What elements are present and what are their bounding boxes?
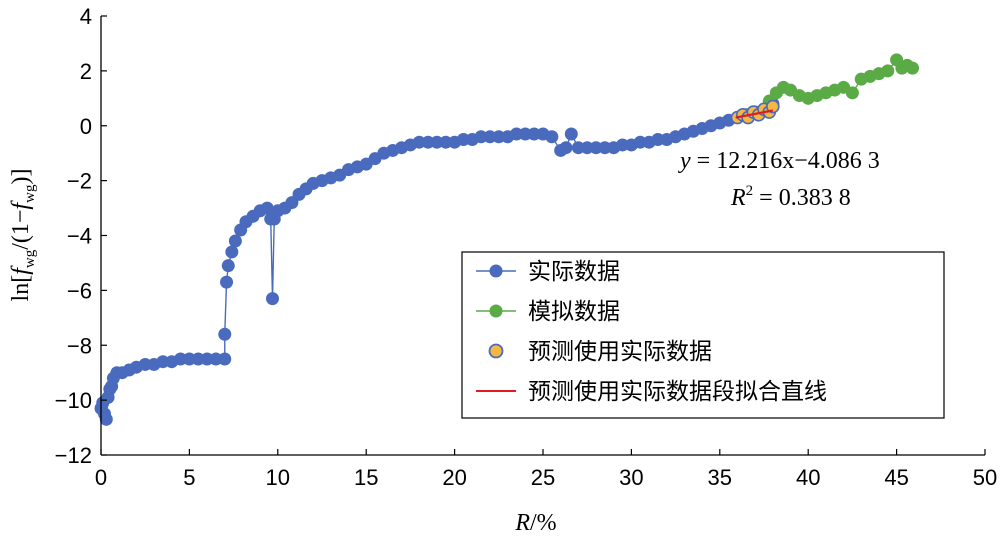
legend-item-simulated: 模拟数据 (476, 299, 620, 325)
y-tick-label: −8 (67, 333, 92, 358)
legend-item-actual: 实际数据 (476, 259, 620, 285)
y-axis-title: ln[fwg/(1−fwg)] (8, 169, 38, 302)
y-tick-label: −12 (55, 443, 92, 468)
x-tick-label: 15 (354, 465, 378, 490)
x-tick-label: 0 (95, 465, 107, 490)
x-tick-label: 10 (266, 465, 290, 490)
data-point-actual (564, 127, 578, 141)
equation-line: y = 12.216x−4.086 3 (678, 148, 880, 174)
legend-item-predict: 预测使用实际数据 (488, 339, 712, 365)
x-tick-label: 20 (442, 465, 466, 490)
data-point-simulated (881, 64, 895, 78)
data-point-actual (218, 327, 232, 341)
legend-marker-predict (488, 343, 504, 359)
data-point-actual (225, 245, 239, 259)
data-point-actual (218, 352, 232, 366)
x-tick-label: 40 (796, 465, 820, 490)
legend-label-simulated: 模拟数据 (528, 299, 620, 325)
x-tick-label: 25 (531, 465, 555, 490)
x-tick-label: 35 (708, 465, 732, 490)
x-tick-label: 45 (884, 465, 908, 490)
data-point-actual (545, 130, 559, 144)
y-tick-label: 4 (80, 4, 92, 29)
regression-equation: y = 12.216x−4.086 3 R2 = 0.383 8 (678, 148, 880, 211)
y-tick-label: −4 (67, 224, 92, 249)
series-predict (730, 99, 780, 125)
y-tick-label: 2 (80, 59, 92, 84)
legend-marker-simulated (489, 304, 503, 318)
data-point-actual (99, 412, 113, 426)
data-point-simulated (906, 61, 920, 75)
data-point-predict (766, 99, 780, 114)
legend-label-actual: 实际数据 (528, 259, 620, 285)
data-point-actual (265, 292, 279, 306)
series-line-fit (735, 109, 774, 119)
y-tick-label: −6 (67, 278, 92, 303)
series-fit (735, 109, 774, 119)
series-simulated (762, 53, 920, 108)
data-point-actual (228, 234, 242, 248)
legend-item-fit: 预测使用实际数据段拟合直线 (476, 379, 827, 405)
legend-label-fit: 预测使用实际数据段拟合直线 (528, 379, 827, 405)
data-point-simulated (845, 86, 859, 100)
x-tick-label: 30 (619, 465, 643, 490)
legend-label-predict: 预测使用实际数据 (528, 339, 712, 365)
data-point-actual (260, 201, 274, 215)
plot-area (94, 53, 920, 426)
data-point-actual (559, 141, 573, 155)
legend-box (461, 251, 945, 419)
data-point-actual (221, 259, 235, 273)
y-tick-label: 0 (80, 114, 92, 139)
x-tick-label: 5 (183, 465, 195, 490)
y-tick-label: −2 (67, 169, 92, 194)
x-tick-label: 50 (973, 465, 997, 490)
y-tick-label: −10 (55, 388, 92, 413)
x-axis-title: R/% (514, 510, 556, 536)
data-point-actual (220, 275, 234, 289)
r-squared: R2 = 0.383 8 (730, 183, 851, 211)
legend-marker-actual (489, 264, 503, 278)
